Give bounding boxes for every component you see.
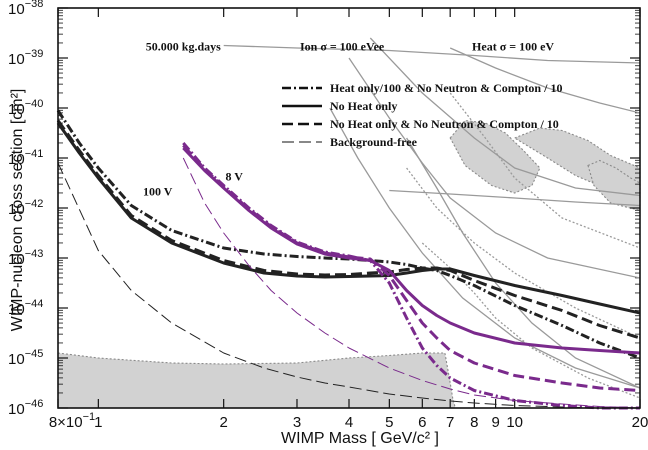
other-limit-curves bbox=[223, 37, 641, 399]
legend: Heat only/100 & No Neutron & Compton / 1… bbox=[282, 81, 562, 149]
series-line-100v-dashed bbox=[56, 119, 641, 340]
annotation-text: Ion σ = 100 eVee bbox=[300, 40, 385, 54]
legend-label: No Heat only bbox=[330, 99, 397, 113]
x-tick-label: 3 bbox=[293, 414, 301, 431]
x-tick-label: 7 bbox=[446, 414, 454, 431]
filled-region-1 bbox=[449, 119, 541, 194]
x-tick-label: 1 bbox=[94, 414, 102, 431]
series-line-8v-thin-dashed bbox=[182, 157, 641, 409]
other-limit-curve-1 bbox=[369, 37, 641, 197]
x-tick-label: 5 bbox=[385, 414, 393, 431]
annotation-text: 8 V bbox=[225, 170, 243, 184]
series-line-8v-solid bbox=[182, 146, 641, 355]
filled-region-0 bbox=[57, 352, 457, 409]
x-tick-label: 2 bbox=[220, 414, 228, 431]
legend-label: Heat only/100 & No Neutron & Compton / 1… bbox=[330, 81, 562, 95]
projected-sensitivity-curves bbox=[56, 109, 641, 410]
series-line-100v-thin-dashed bbox=[57, 162, 640, 409]
y-axis-title: WIMP-nucleon cross section [cm²] bbox=[9, 89, 26, 332]
y-tick-label: 10−46 bbox=[8, 398, 43, 418]
x-axis-title: WIMP Mass [ GeV/c² ] bbox=[281, 430, 439, 447]
legend-label: Background-free bbox=[330, 135, 418, 149]
x-tick-label: 9 bbox=[491, 414, 499, 431]
y-tick-label: 10−38 bbox=[8, 0, 43, 18]
annotations: 50.000 kg.days Ion σ = 100 eVee Heat σ = 1… bbox=[143, 40, 554, 199]
y-tick-label: 10−39 bbox=[8, 48, 43, 68]
other-limit-curve-2 bbox=[348, 57, 641, 279]
filled-regions bbox=[57, 119, 641, 409]
x-tick-label: 8 bbox=[470, 414, 478, 431]
x-tick-label: 10 bbox=[506, 414, 523, 431]
plot-frame bbox=[57, 7, 641, 409]
other-limit-curve-0 bbox=[449, 47, 641, 114]
other-limit-curve-8 bbox=[406, 167, 641, 339]
series-line-8v-dashed bbox=[182, 144, 641, 392]
x-tick-label: 4 bbox=[345, 414, 353, 431]
annotation-text: Heat σ = 100 eV bbox=[472, 40, 554, 54]
other-limit-curve-9 bbox=[421, 242, 641, 399]
y-tick-label: 10−45 bbox=[8, 348, 43, 368]
annotation-text: 50.000 kg.days bbox=[146, 40, 221, 54]
axis-ticks bbox=[57, 7, 641, 409]
x-tick-label: 8×10−1 bbox=[49, 411, 95, 431]
x-tick-label: 20 bbox=[632, 414, 648, 431]
other-limit-curve-4 bbox=[406, 137, 641, 389]
x-tick-label: 6 bbox=[418, 414, 426, 431]
other-limit-curve-7 bbox=[449, 92, 641, 249]
series-line-100v-solid bbox=[56, 122, 641, 315]
legend-label: No Heat only & No Neutron & Compton / 10 bbox=[330, 117, 559, 131]
annotation-text: 100 V bbox=[143, 185, 173, 199]
other-limit-curve-3 bbox=[329, 107, 641, 389]
other-limit-curve-6 bbox=[389, 189, 641, 207]
other-limit-curve-5 bbox=[223, 44, 641, 64]
